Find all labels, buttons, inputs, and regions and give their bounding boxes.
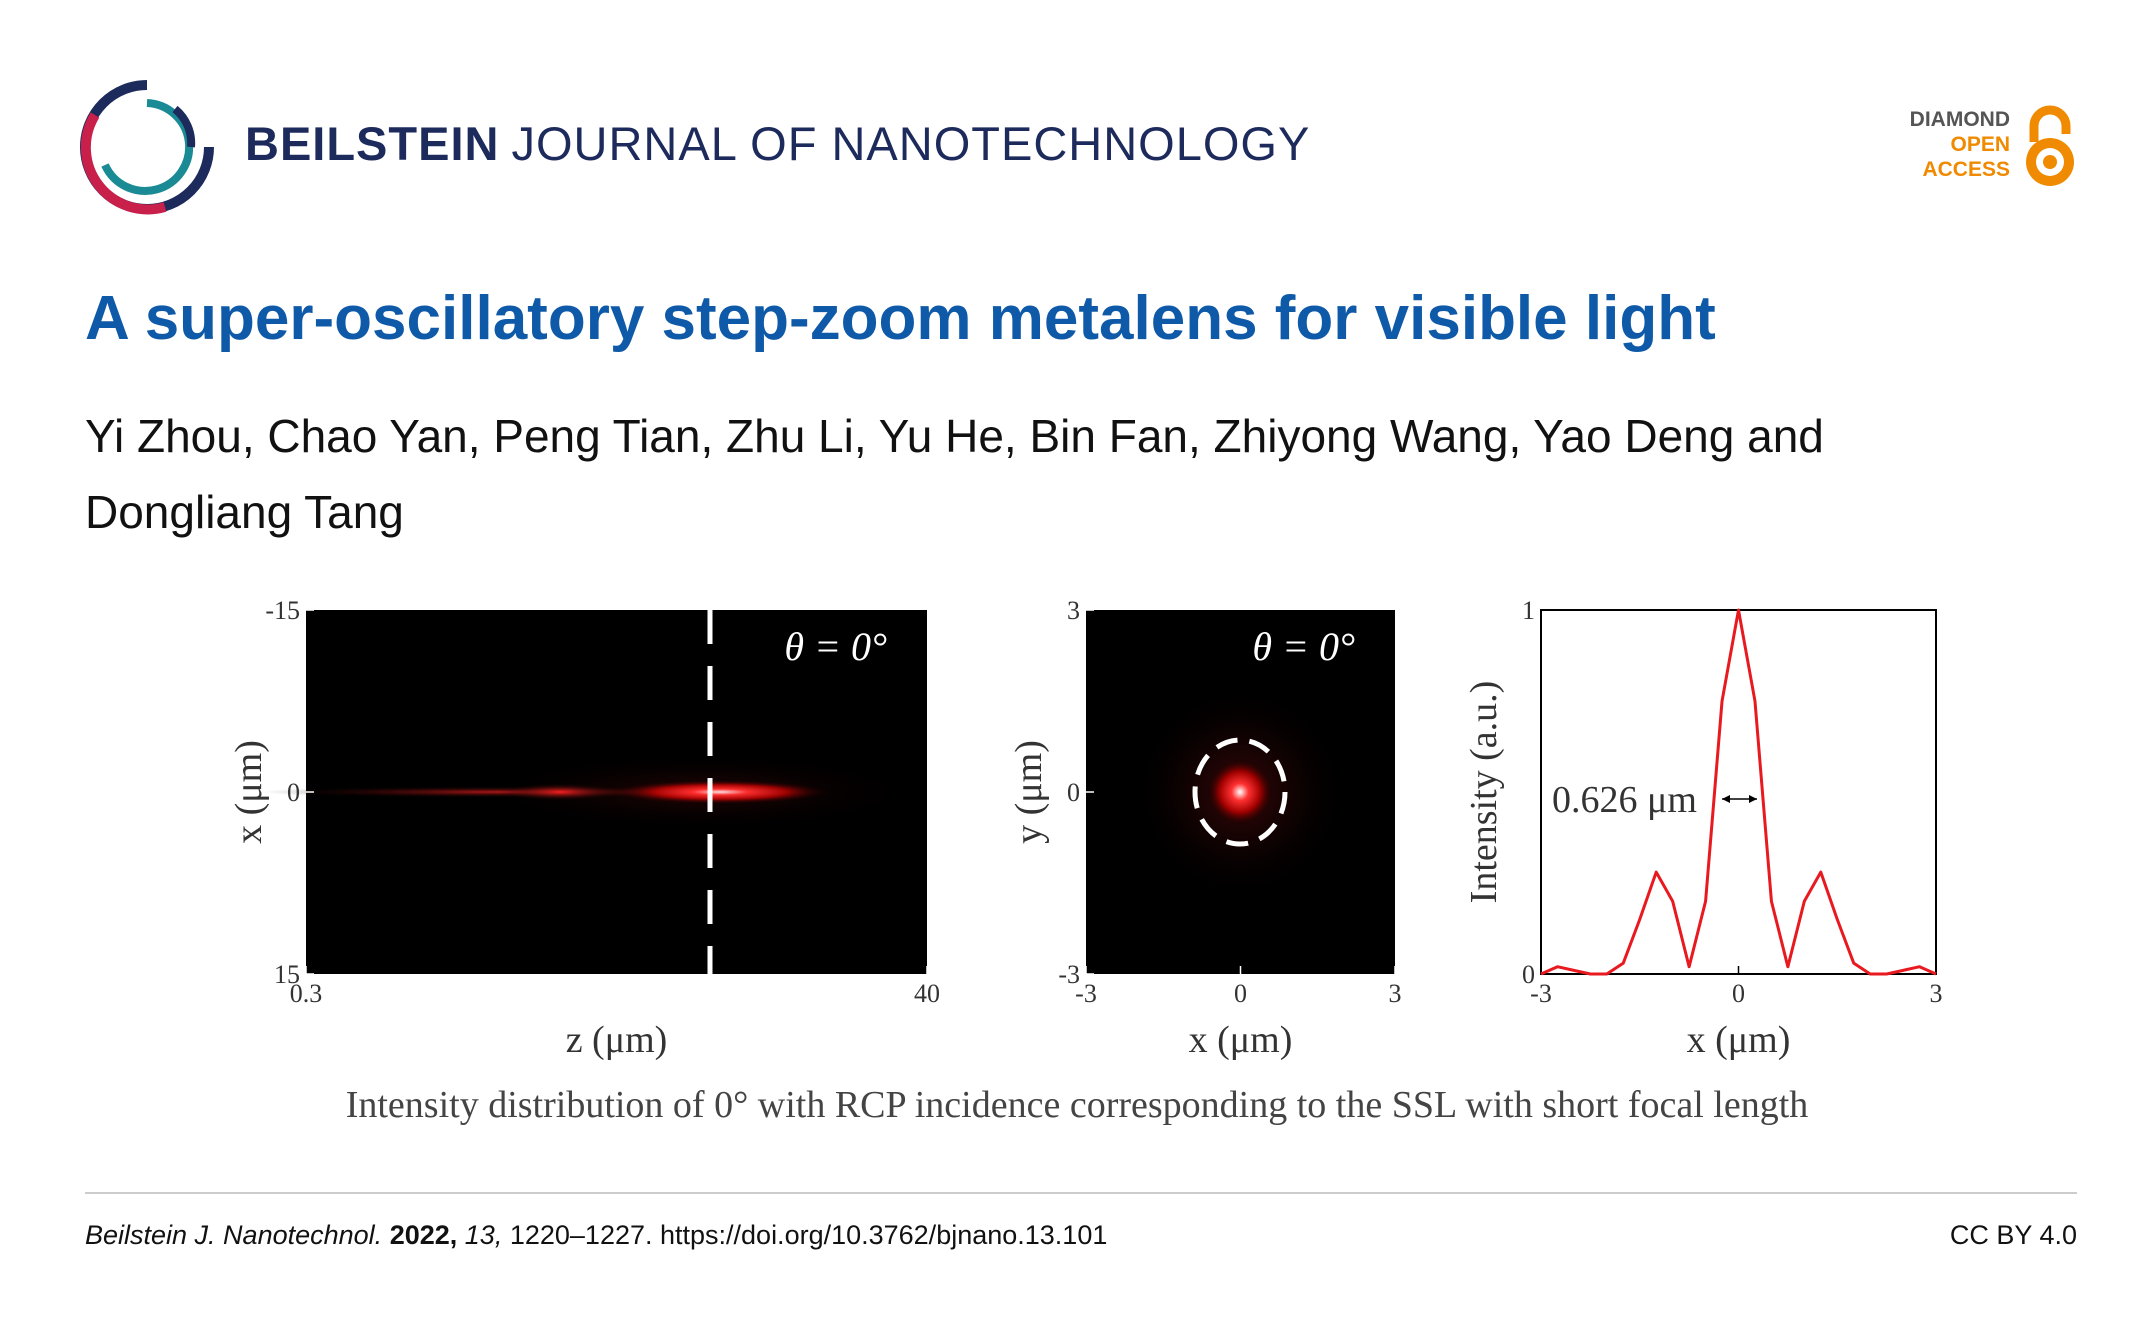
article-title: A super-oscillatory step-zoom metalens f… [85,284,1716,353]
x-tick-label: 40 [914,979,940,1008]
figure-caption: Intensity distribution of 0° with RCP in… [346,1084,1809,1126]
y-tick-label: 15 [274,960,300,989]
panel-annotation: θ = 0° [784,624,887,669]
y-tick-label: 0 [287,778,300,807]
y-tick-label: 1 [1522,596,1535,625]
x-axis-label: x (μm) [1687,1019,1791,1061]
x-tick-label: -3 [1530,979,1552,1008]
y-tick-label: 0 [1067,778,1080,807]
y-tick-label: 0 [1522,960,1535,989]
authors: Yi Zhou, Chao Yan, Peng Tian, Zhu Li, Yu… [85,410,1824,538]
journal-name-light: JOURNAL OF NANOTECHNOLOGY [511,117,1311,170]
x-tick-label: 3 [1930,979,1943,1008]
x-tick-label: 3 [1389,979,1402,1008]
badge-text: DIAMOND [1909,108,2010,131]
y-tick-label: -15 [265,596,300,625]
intensity-curve [1540,608,1937,976]
journal-name: BEILSTEIN JOURNAL OF NANOTECHNOLOGY [245,116,1310,171]
y-tick-label: 3 [1067,596,1080,625]
badge-text: ACCESS [1922,158,2010,181]
x-tick-label: -3 [1075,979,1097,1008]
citation-year: 2022, [389,1220,458,1250]
x-tick-label: 0 [1234,979,1247,1008]
x-tick-label: 0 [1732,979,1745,1008]
divider [85,1192,2077,1194]
y-axis-label: y (μm) [1008,740,1050,844]
x-tick-label: 0.3 [290,979,323,1008]
journal-name-bold: BEILSTEIN [245,117,500,170]
license: CC BY 4.0 [1949,1220,2077,1250]
y-axis-label: Intensity (a.u.) [1463,681,1505,904]
x-axis-label: z (μm) [566,1019,668,1061]
open-access-icon [2026,105,2074,186]
fwhm-annotation: 0.626 μm [1552,779,1697,821]
x-axis-label: x (μm) [1189,1019,1293,1061]
panel-annotation: θ = 0° [1252,624,1355,669]
y-tick-label: -3 [1058,960,1080,989]
badge-text: OPEN [1950,133,2010,156]
citation-journal: Beilstein J. Nanotechnol. [85,1220,383,1250]
y-axis-label: x (μm) [228,740,270,844]
journal-logo [80,80,214,215]
citation-volume: 13, [464,1220,503,1250]
citation-doi: 1220–1227. https://doi.org/10.3762/bjnan… [509,1220,1108,1250]
citation: Beilstein J. Nanotechnol. 2022, 13, 1220… [85,1220,1107,1251]
